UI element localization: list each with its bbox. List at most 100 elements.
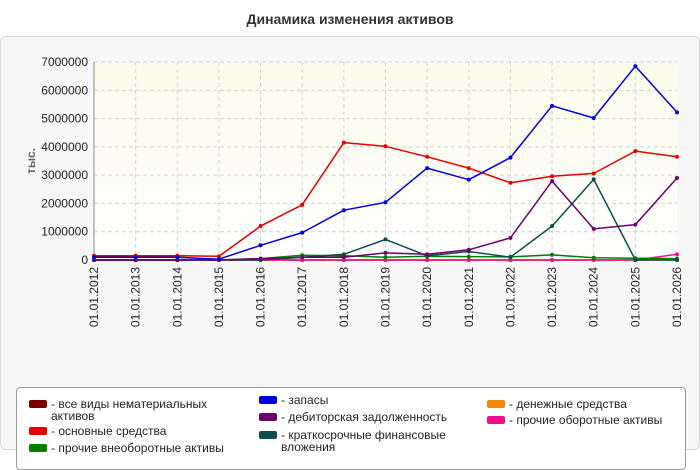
legend-swatch	[29, 400, 47, 408]
data-point	[591, 177, 596, 182]
data-point	[175, 255, 180, 260]
data-point	[175, 258, 180, 262]
y-tick-label: 6000000	[41, 83, 88, 97]
data-point	[591, 116, 596, 121]
data-point	[591, 255, 596, 260]
data-point	[258, 224, 263, 229]
y-tick-label: 4000000	[41, 140, 88, 154]
data-point	[92, 255, 96, 260]
x-tick-label: 01.01.2020	[420, 267, 434, 327]
data-point	[675, 110, 679, 115]
x-tick-label: 01.01.2026	[670, 267, 684, 327]
data-point	[383, 250, 388, 255]
data-point	[383, 237, 388, 242]
data-point	[675, 175, 679, 180]
legend-label: дебиторская задолженность	[281, 411, 447, 423]
x-tick-label: 01.01.2021	[462, 267, 476, 327]
legend-label: денежные средства	[509, 398, 627, 410]
legend-swatch	[487, 416, 505, 424]
data-point	[300, 230, 305, 235]
data-point	[550, 258, 555, 262]
chart-panel: 0 1000000 2000000 3000000 4000000 5000000 6000…	[0, 36, 700, 470]
data-point	[425, 154, 430, 159]
data-point	[508, 235, 513, 240]
data-point	[675, 252, 679, 257]
data-point	[633, 149, 638, 154]
data-point	[633, 258, 638, 262]
data-point	[216, 254, 221, 259]
data-point	[258, 256, 263, 261]
data-point	[466, 254, 471, 259]
x-tick-label: 01.01.2025	[628, 267, 642, 327]
data-point	[383, 144, 388, 149]
x-tick-label: 01.01.2015	[212, 267, 226, 327]
legend-label: прочие внеоборотные активы	[51, 442, 224, 454]
legend-label: запасы	[281, 394, 328, 406]
data-point	[508, 258, 513, 262]
data-point	[300, 202, 305, 207]
legend-label: основные средства	[51, 425, 166, 437]
y-tick-label: 2000000	[41, 196, 88, 210]
x-tick-label: 01.01.2022	[503, 267, 517, 327]
data-point	[383, 258, 388, 262]
data-point	[550, 224, 555, 229]
y-tick-label: 7000000	[41, 55, 88, 69]
legend-label: все виды нематериальных активов	[51, 398, 226, 422]
x-tick-label: 01.01.2019	[379, 267, 393, 327]
data-point	[341, 255, 346, 260]
data-point	[258, 243, 263, 248]
data-point	[550, 179, 555, 184]
chart-legend: все виды нематериальных активов основные…	[16, 387, 686, 470]
data-point	[133, 258, 138, 262]
line-chart: 0 1000000 2000000 3000000 4000000 5000000 6000…	[24, 55, 684, 327]
data-point	[466, 258, 471, 262]
data-point	[425, 252, 430, 257]
data-point	[550, 174, 555, 179]
legend-label: прочие оборотные активы	[509, 414, 662, 426]
data-point	[92, 258, 96, 262]
data-point	[591, 226, 596, 231]
y-tick-label: 0	[81, 253, 88, 267]
data-point	[466, 166, 471, 171]
legend-swatch	[29, 444, 47, 452]
data-point	[508, 180, 513, 185]
legend-swatch	[259, 396, 277, 404]
x-tick-label: 01.01.2013	[129, 267, 143, 327]
legend-swatch	[29, 427, 47, 435]
data-point	[383, 255, 388, 260]
data-point	[133, 255, 138, 260]
x-tick-label: 01.01.2018	[337, 267, 351, 327]
data-point	[466, 177, 471, 182]
chart-title: Динамика изменения активов	[246, 11, 454, 27]
legend-swatch	[487, 400, 505, 408]
data-point	[383, 200, 388, 205]
data-point	[300, 258, 305, 262]
data-point	[341, 258, 346, 262]
data-point	[675, 258, 679, 262]
data-point	[216, 257, 221, 262]
data-point	[341, 208, 346, 213]
data-point	[508, 155, 513, 160]
x-tick-label: 01.01.2024	[587, 267, 601, 327]
y-tick-label: 5000000	[41, 112, 88, 126]
legend-label: краткосрочные финансовые вложения	[281, 429, 471, 453]
data-point	[675, 154, 679, 159]
legend-swatch	[259, 413, 277, 421]
y-tick-label: 1000000	[41, 225, 88, 239]
data-point	[425, 258, 430, 262]
legend-swatch	[259, 431, 277, 439]
data-point	[466, 247, 471, 252]
y-axis-label: тыс.	[24, 148, 38, 174]
data-point	[550, 103, 555, 108]
data-point	[550, 252, 555, 257]
x-tick-label: 01.01.2023	[545, 267, 559, 327]
data-point	[341, 140, 346, 145]
data-point	[300, 255, 305, 260]
x-tick-label: 01.01.2012	[87, 267, 101, 327]
x-tick-label: 01.01.2016	[254, 267, 268, 327]
data-point	[633, 222, 638, 227]
data-point	[425, 166, 430, 171]
data-point	[591, 171, 596, 176]
x-tick-label: 01.01.2014	[170, 267, 184, 327]
data-point	[633, 64, 638, 69]
